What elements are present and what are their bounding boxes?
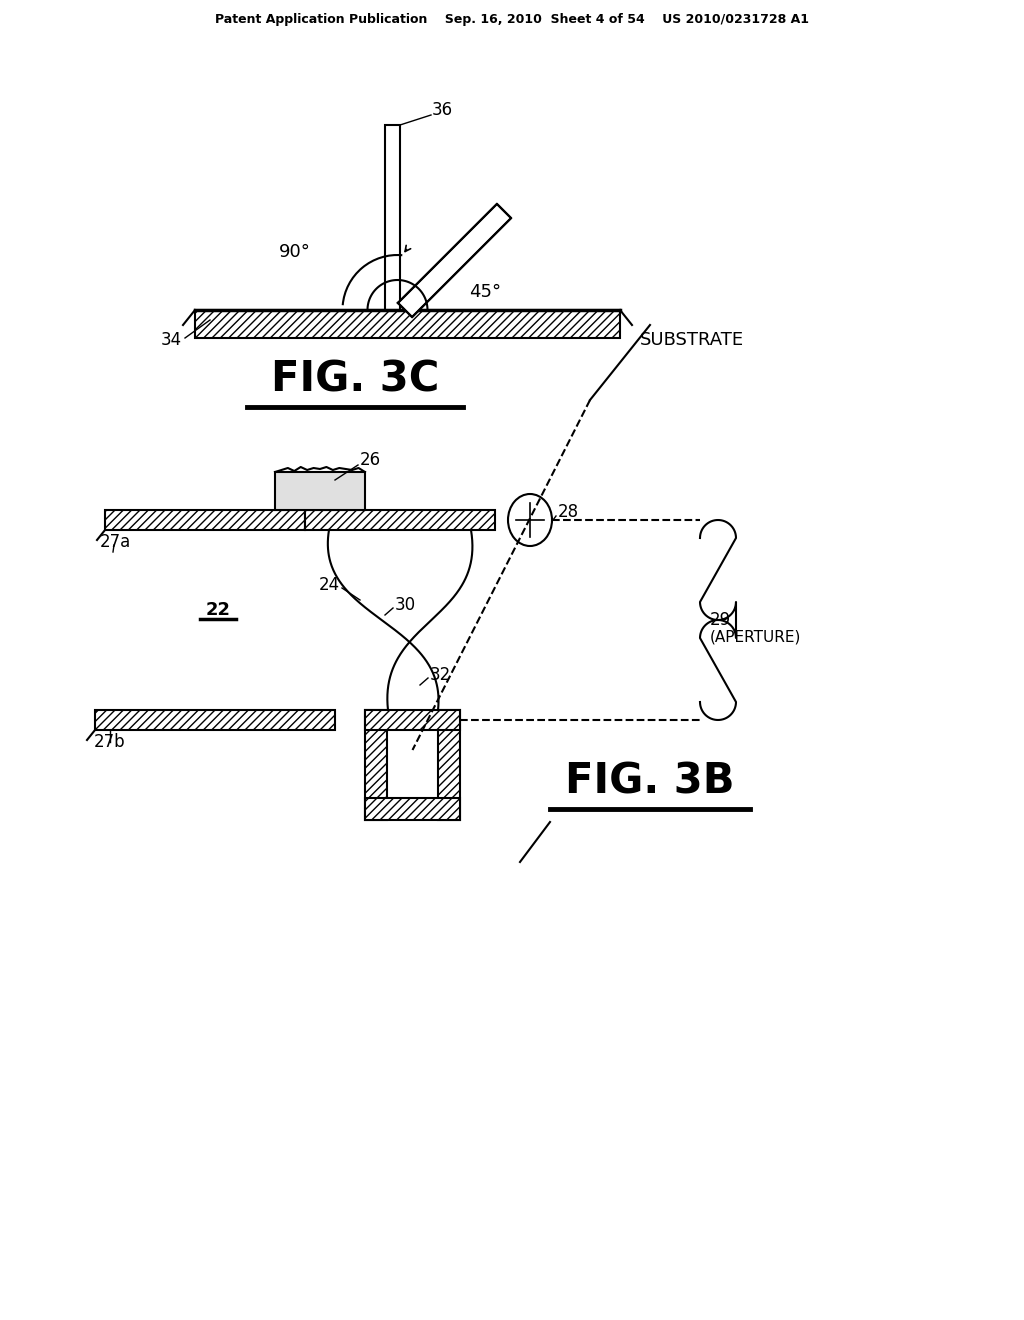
Text: 32: 32 xyxy=(430,667,452,684)
Text: 29: 29 xyxy=(710,611,731,630)
Bar xyxy=(385,125,400,310)
Text: FIG. 3B: FIG. 3B xyxy=(565,762,735,803)
Bar xyxy=(95,710,335,730)
Text: 28: 28 xyxy=(558,503,580,521)
Text: (APERTURE): (APERTURE) xyxy=(710,630,802,644)
Text: 22: 22 xyxy=(206,601,230,619)
Bar xyxy=(365,710,460,730)
Text: 27a: 27a xyxy=(100,533,131,550)
Bar xyxy=(305,510,495,531)
Bar xyxy=(438,710,460,820)
Polygon shape xyxy=(398,203,511,317)
Text: Patent Application Publication    Sep. 16, 2010  Sheet 4 of 54    US 2010/023172: Patent Application Publication Sep. 16, … xyxy=(215,13,809,26)
Bar xyxy=(105,510,305,531)
Bar xyxy=(275,473,365,510)
Text: 36: 36 xyxy=(432,102,454,119)
Text: SUBSTRATE: SUBSTRATE xyxy=(640,331,744,348)
Bar xyxy=(365,799,460,820)
Text: 24: 24 xyxy=(318,576,340,594)
Text: 45°: 45° xyxy=(469,282,501,301)
Text: 90°: 90° xyxy=(280,243,311,261)
Bar xyxy=(195,310,620,338)
Text: 30: 30 xyxy=(395,597,416,614)
Text: FIG. 3C: FIG. 3C xyxy=(270,359,439,401)
Bar xyxy=(365,710,387,820)
Text: 27b: 27b xyxy=(94,733,126,751)
Text: 26: 26 xyxy=(360,451,381,469)
Text: 34: 34 xyxy=(161,331,182,348)
